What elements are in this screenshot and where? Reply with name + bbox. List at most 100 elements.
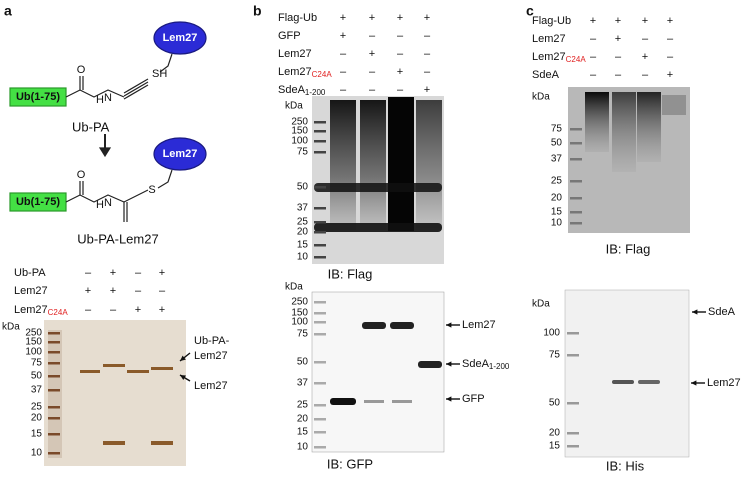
product-label: Ub-PA-Lem27 [77, 231, 158, 246]
condition-sign: – [590, 51, 597, 63]
ladder-band [314, 321, 326, 324]
ladder-band [48, 433, 60, 436]
ladder-band [48, 406, 60, 409]
marker-label: 75 [297, 147, 309, 158]
condition-sign: – [340, 84, 347, 96]
condition-label-text: SdeA [278, 84, 306, 96]
panel-label: a [4, 3, 12, 19]
condition-sign: – [642, 69, 649, 81]
condition-label-text: SdeA [532, 69, 560, 81]
condition-sign: – [590, 69, 597, 81]
ladder-band [567, 354, 579, 357]
marker-label: 150 [25, 337, 42, 348]
condition-sign: – [135, 267, 142, 279]
atom: SH [152, 68, 167, 80]
ladder-band [314, 446, 326, 449]
condition-label-sub: C24A [312, 70, 333, 79]
condition-label: Flag-Ub [532, 15, 571, 27]
marker-label: 25 [551, 176, 563, 187]
condition-label-sub: C24A [566, 55, 587, 64]
atom: O [77, 64, 86, 76]
ladder-band [48, 375, 60, 378]
condition-sign: + [159, 304, 165, 316]
ladder-band [570, 142, 582, 145]
marker-label: 25 [297, 400, 309, 411]
ladder-band [567, 402, 579, 405]
condition-sign: – [369, 30, 376, 42]
condition-sign: – [369, 84, 376, 96]
condition-sign: – [590, 33, 597, 45]
ladder-band [314, 140, 326, 143]
arrow-head [446, 322, 452, 328]
condition-label-text: Flag-Ub [532, 15, 571, 27]
atom: O [77, 169, 86, 181]
marker-label: 20 [31, 413, 43, 424]
marker-label: 100 [25, 347, 42, 358]
condition-sign: – [615, 69, 622, 81]
marker-label: 20 [549, 428, 561, 439]
condition-sign: – [424, 66, 431, 78]
panel-label: c [526, 3, 534, 19]
marker-label: 10 [297, 442, 309, 453]
marker-label: 100 [291, 317, 308, 328]
condition-label-text: Lem27 [278, 48, 312, 60]
condition-label: Lem27 [278, 48, 312, 60]
marker-label: 50 [549, 398, 561, 409]
ladder-band [314, 130, 326, 133]
marker-label: 15 [549, 441, 561, 452]
condition-label: SdeA [532, 69, 560, 81]
condition-label-text: Lem27 [14, 304, 48, 316]
condition-label: Lem27C24A [14, 304, 68, 317]
marker-label: 250 [291, 117, 308, 128]
product-label: Ub-PA [72, 119, 110, 134]
scheme-shapes [9, 21, 207, 222]
ladder-band [570, 222, 582, 225]
condition-sign: + [615, 33, 621, 45]
marker-label: 37 [551, 154, 563, 165]
condition-sign: – [424, 48, 431, 60]
condition-sign: + [590, 15, 596, 27]
condition-sign: – [397, 30, 404, 42]
condition-sign: – [340, 48, 347, 60]
condition-sign: + [397, 12, 403, 24]
band-label: Lem27 [462, 319, 496, 331]
marker-label: 20 [297, 227, 309, 238]
marker-label: 37 [297, 378, 309, 389]
panel-label: b [253, 3, 262, 19]
marker-label: 50 [297, 357, 309, 368]
condition-sign: + [667, 69, 673, 81]
marker-label: 37 [297, 203, 309, 214]
atom: H [96, 94, 104, 106]
kda-unit: kDa [532, 92, 550, 103]
condition-sign: – [85, 304, 92, 316]
band-label: SdeA [708, 306, 736, 318]
band-label: GFP [462, 393, 485, 405]
condition-label: Lem27 [532, 33, 566, 45]
condition-label-text: Lem27 [532, 51, 566, 63]
condition-sign: + [85, 285, 91, 297]
ladder-band [48, 389, 60, 392]
ub-box: Ub(1-75) [16, 196, 60, 208]
ladder-band [48, 362, 60, 365]
ladder-band [570, 158, 582, 161]
band-label-sub: 1-200 [489, 362, 510, 371]
condition-sign: + [667, 15, 673, 27]
marker-label: 25 [297, 217, 309, 228]
marker-label: 50 [31, 371, 43, 382]
condition-sign: + [340, 30, 346, 42]
marker-label: 75 [297, 329, 309, 340]
arrow-head [180, 355, 186, 361]
ladder-band [314, 404, 326, 407]
band-label: Lem27 [707, 377, 741, 389]
atom: S [148, 184, 155, 196]
ladder-band [314, 186, 326, 189]
condition-sign: – [110, 304, 117, 316]
ladder-band [314, 418, 326, 421]
arrow-head [692, 309, 698, 315]
marker-label: 15 [297, 427, 309, 438]
blot-b2 [311, 291, 445, 453]
marker-label: 50 [297, 182, 309, 193]
blot-caption: IB: GFP [327, 456, 373, 471]
condition-label-text: Flag-Ub [278, 12, 317, 24]
